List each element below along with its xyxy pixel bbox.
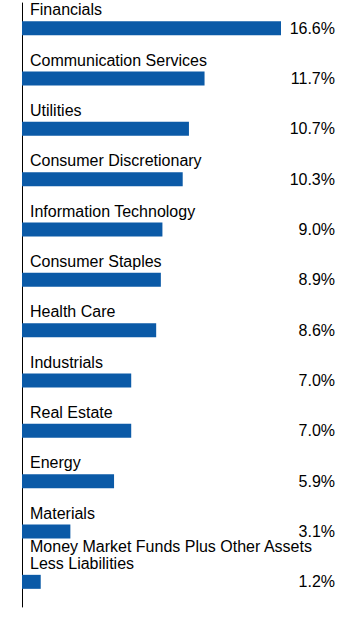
svg-text:Industrials: Industrials <box>30 354 103 371</box>
svg-text:9.0%: 9.0% <box>299 221 335 238</box>
svg-text:10.7%: 10.7% <box>290 120 335 137</box>
svg-text:Money Market Funds Plus Other: Money Market Funds Plus Other Assets <box>30 538 316 555</box>
svg-text:Health Care: Health Care <box>30 303 115 320</box>
svg-text:16.6%: 16.6% <box>290 20 335 37</box>
svg-text:5.9%: 5.9% <box>299 473 335 490</box>
svg-text:Materials: Materials <box>30 505 95 522</box>
svg-text:7.0%: 7.0% <box>299 372 335 389</box>
svg-text:10.3%: 10.3% <box>290 171 335 188</box>
svg-text:Consumer Discretionary: Consumer Discretionary <box>30 152 202 169</box>
svg-text:Communication Services: Communication Services <box>30 52 207 69</box>
svg-text:1.2%: 1.2% <box>299 573 335 590</box>
svg-text:Less Liabilities: Less Liabilities <box>30 555 134 572</box>
svg-text:11.7%: 11.7% <box>291 70 335 87</box>
svg-text:7.0%: 7.0% <box>299 422 335 439</box>
svg-text:Information Technology: Information Technology <box>30 203 195 220</box>
svg-text:Real Estate: Real Estate <box>30 404 113 421</box>
svg-text:8.6%: 8.6% <box>299 322 335 339</box>
svg-text:Consumer Staples: Consumer Staples <box>30 253 162 270</box>
svg-text:Utilities: Utilities <box>30 102 82 119</box>
svg-text:Financials: Financials <box>30 1 102 18</box>
svg-text:Energy: Energy <box>30 454 81 471</box>
svg-text:8.9%: 8.9% <box>299 271 335 288</box>
svg-text:3.1%: 3.1% <box>299 523 335 540</box>
